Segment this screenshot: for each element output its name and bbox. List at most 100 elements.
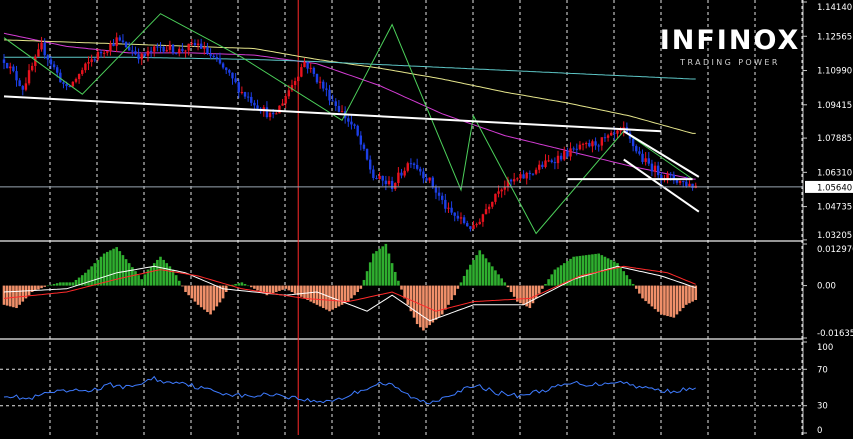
macd-histogram-bar xyxy=(444,285,447,310)
macd-histogram-bar xyxy=(193,285,197,302)
candle-body xyxy=(203,47,206,49)
macd-histogram-bar xyxy=(59,282,62,286)
candle-body xyxy=(437,192,441,196)
rsi-line xyxy=(3,375,696,405)
candle-body xyxy=(591,141,594,147)
macd-histogram-bar xyxy=(591,254,594,286)
candle-body xyxy=(594,141,597,146)
macd-histogram-bar xyxy=(666,285,669,317)
candle-body xyxy=(606,135,610,138)
macd-histogram-bar xyxy=(609,259,613,286)
macd-histogram-bar xyxy=(619,267,622,286)
candle-body xyxy=(171,44,175,53)
price-tick-label: 1.09415 xyxy=(817,101,852,111)
candle-body xyxy=(43,42,46,56)
trendline xyxy=(623,158,700,213)
macd-histogram-bar xyxy=(290,285,294,292)
candle-body xyxy=(647,158,650,164)
macd-histogram-bar xyxy=(199,285,203,308)
macd-histogram-bar xyxy=(562,263,566,286)
candle-body xyxy=(159,46,162,48)
macd-histogram-bar xyxy=(268,285,272,295)
macd-histogram-bar xyxy=(484,258,488,286)
macd-histogram-bar xyxy=(547,279,550,286)
macd-histogram-bar xyxy=(494,270,497,286)
macd-histogram-bar xyxy=(688,285,691,304)
candle-body xyxy=(306,61,309,69)
candle-body xyxy=(303,61,306,68)
macd-histogram-bar xyxy=(516,285,519,302)
candle-body xyxy=(347,118,350,122)
candle-body xyxy=(328,89,331,101)
macd-histogram-bar xyxy=(393,271,397,286)
macd-histogram-bar xyxy=(256,285,259,291)
macd-histogram-bar xyxy=(437,285,441,318)
macd-histogram-bar xyxy=(691,285,694,302)
price-tick-label: 1.03205 xyxy=(817,231,852,241)
candle-body xyxy=(544,160,547,168)
macd-histogram-bar xyxy=(293,285,297,294)
candle-body xyxy=(616,130,619,134)
candle-body xyxy=(559,155,563,160)
candle-body xyxy=(131,50,134,52)
macd-histogram-bar xyxy=(21,285,25,302)
candle-body xyxy=(168,44,172,50)
macd-histogram-bar xyxy=(356,285,359,292)
macd-histogram-bar xyxy=(365,271,369,286)
macd-histogram-bar xyxy=(156,259,159,286)
macd-histogram-bar xyxy=(625,275,629,286)
macd-histogram-bar xyxy=(472,259,475,286)
macd-histogram-bar xyxy=(8,285,12,307)
macd-histogram-bar xyxy=(600,255,604,286)
candle-body xyxy=(87,62,90,64)
macd-histogram-bar xyxy=(337,285,341,307)
candle-body xyxy=(318,81,322,83)
macd-histogram-bar xyxy=(168,266,172,286)
candle-body xyxy=(218,58,222,64)
candle-body xyxy=(246,96,250,98)
candle-body xyxy=(206,47,209,54)
macd-histogram-bar xyxy=(597,253,600,286)
candle-body xyxy=(187,43,190,51)
candle-body xyxy=(472,225,475,229)
candle-body xyxy=(569,148,572,157)
current-price-box xyxy=(805,180,853,193)
candle-body xyxy=(525,172,528,179)
candle-body xyxy=(635,146,638,152)
macd-histogram-bar xyxy=(663,285,666,316)
macd-histogram-bar xyxy=(215,285,219,307)
candle-body xyxy=(84,63,87,71)
candle-body xyxy=(578,144,582,150)
candle-body xyxy=(109,43,112,52)
candle-body xyxy=(422,171,425,179)
macd-histogram-bar xyxy=(209,285,212,315)
macd-histogram-bar xyxy=(481,254,485,286)
macd-histogram-bar xyxy=(218,285,222,303)
macd-histogram-bar xyxy=(37,285,40,290)
candle-body xyxy=(49,59,53,65)
candle-body xyxy=(538,164,541,170)
macd-histogram-bar xyxy=(62,282,65,286)
macd-histogram-bar xyxy=(487,262,491,286)
macd-histogram-bar xyxy=(237,283,241,286)
macd-histogram-bar xyxy=(347,285,350,302)
macd-histogram-bar xyxy=(672,285,676,318)
macd-histogram-bar xyxy=(368,262,372,286)
price-tick-label: 1.14140 xyxy=(817,3,852,13)
candle-body xyxy=(153,46,156,52)
candle-body xyxy=(487,206,491,210)
candle-body xyxy=(397,172,400,184)
candle-body xyxy=(384,180,388,185)
macd-histogram-bar xyxy=(190,285,194,299)
candle-body xyxy=(287,90,291,97)
macd-histogram-bar xyxy=(246,285,250,287)
macd-histogram-bar xyxy=(675,285,679,315)
candle-body xyxy=(459,217,463,219)
candle-body xyxy=(178,48,181,53)
macd-histogram-bar xyxy=(137,275,140,286)
macd-histogram-bar xyxy=(569,258,572,286)
macd-histogram-bar xyxy=(296,285,300,296)
candle-body xyxy=(581,143,585,145)
